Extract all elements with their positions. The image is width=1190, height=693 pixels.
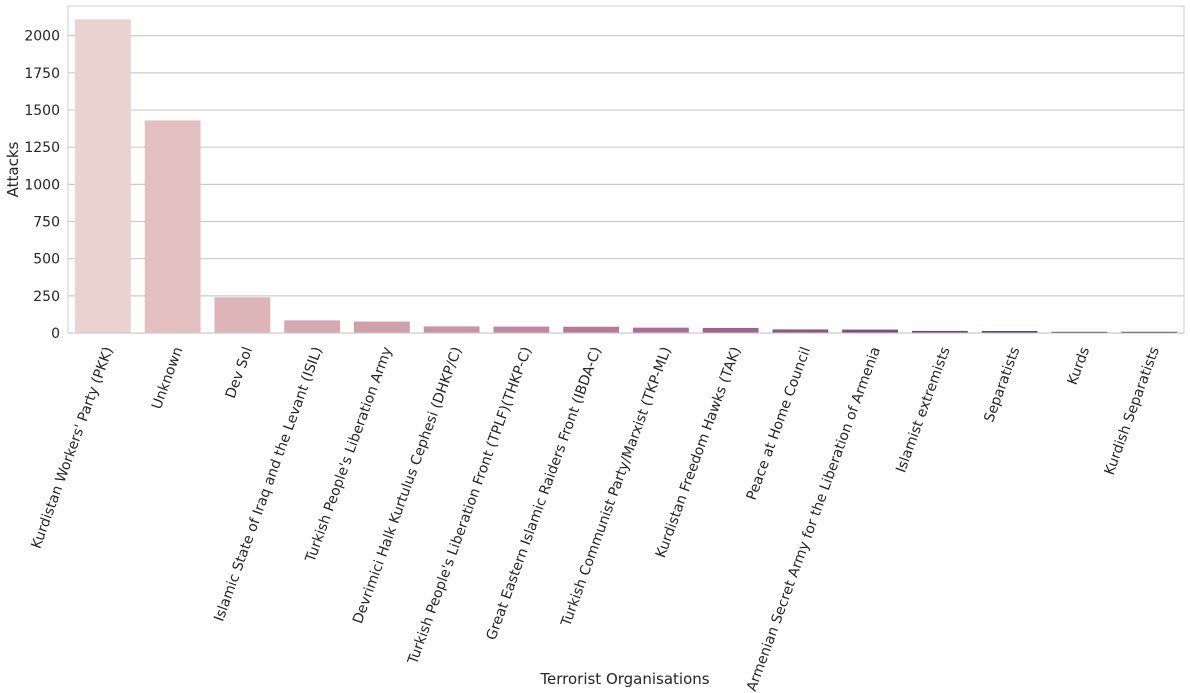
y-tick-label: 0 [51,326,60,342]
bar [842,329,899,333]
y-tick-label: 1250 [24,140,60,156]
y-tick-label: 1500 [24,103,60,119]
bars [74,19,1178,334]
x-tick-label: Separatists [981,345,1023,424]
bar [911,330,968,333]
x-tick-label: Peace at Home Council [744,345,814,502]
x-tick-label: Turkish People's Liberation Front (TPLF)… [405,345,535,667]
bar [214,297,271,333]
plot-frame [67,5,1185,334]
x-tick-label: Kurdistan Workers' Party (PKK) [29,345,117,551]
x-tick-label: Great Eastern Islamic Raiders Front (IBD… [484,345,605,642]
x-tick-label: Kurdistan Freedom Hawks (TAK) [653,345,744,560]
bar [1051,331,1108,333]
y-gridlines [68,35,1184,334]
bar [772,329,829,333]
y-tick-labels: 0 250 500 750 1000 1250 1500 1750 2000 [24,29,60,342]
x-tick-label: Islamist extremists [893,345,953,475]
bar [493,326,550,333]
y-axis-title: Attacks [4,141,22,197]
y-tick-label: 2000 [24,29,60,45]
bar [284,320,341,333]
x-tick-label: Kurds [1065,345,1093,387]
bar [423,326,480,333]
bar [74,19,131,334]
bar [353,321,410,333]
x-tick-label: Unknown [149,345,186,412]
x-axis-title: Terrorist Organisations [539,670,709,688]
y-tick-label: 250 [33,289,60,305]
y-tick-label: 750 [33,215,60,231]
bar [1121,331,1178,333]
bar [702,327,759,333]
bar [144,120,201,333]
bar [981,331,1038,333]
x-tick-labels: Kurdistan Workers' Party (PKK) Unknown Dev… [29,345,1163,693]
bar [563,326,620,333]
y-tick-label: 500 [33,252,60,268]
x-tick-label: Armenian Secret Army for the Liberation … [744,345,884,693]
y-tick-label: 1000 [24,177,60,193]
y-tick-label: 1750 [24,66,60,82]
x-tick-label: Kurdish Separatists [1102,345,1163,477]
x-tick-label: Dev Sol [223,345,256,401]
bar [632,327,689,333]
